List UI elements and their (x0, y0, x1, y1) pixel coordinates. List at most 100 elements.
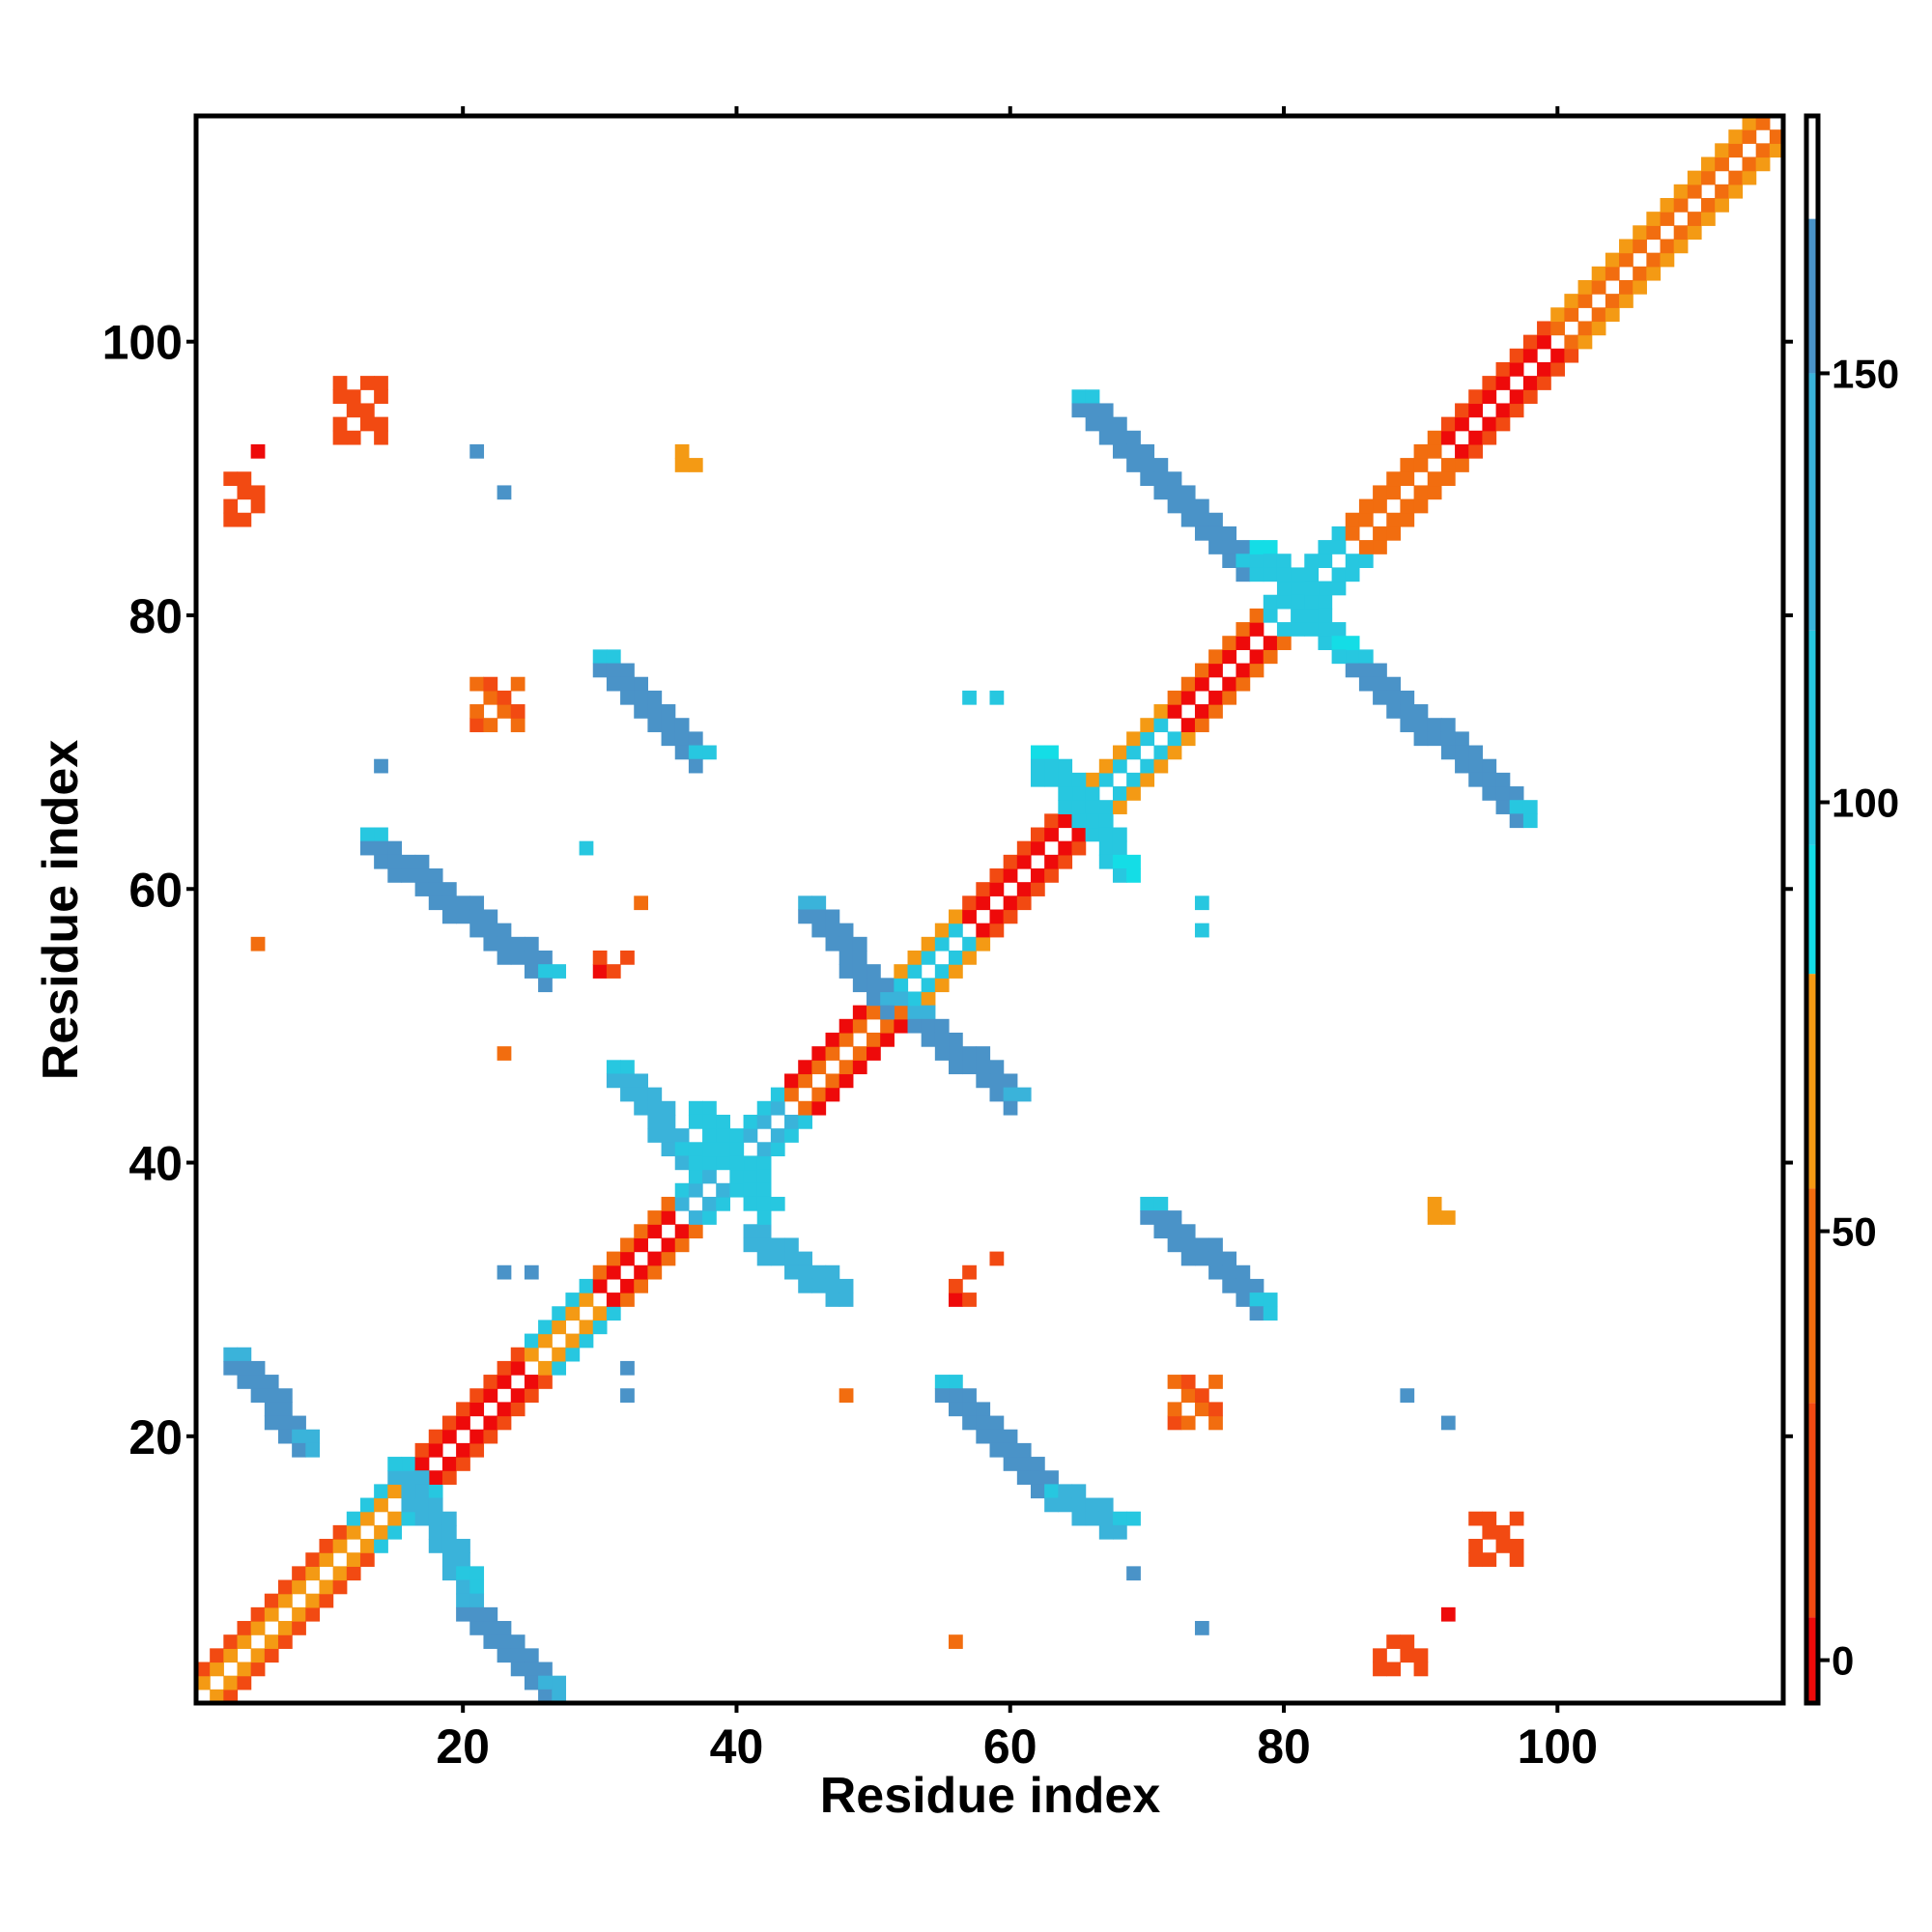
heatmap-cell (579, 1293, 594, 1307)
x-tick-label: 60 (983, 1719, 1037, 1774)
y-axis-label: Residue index (33, 740, 89, 1081)
heatmap-cell (1140, 471, 1155, 487)
heatmap-cell (1194, 498, 1209, 514)
colorbar-band (1806, 630, 1818, 845)
heatmap-cell (1044, 854, 1059, 869)
heatmap-cell (414, 1511, 430, 1526)
heatmap-cell (976, 1060, 991, 1075)
heatmap-cell (1263, 608, 1278, 623)
heatmap-cell (1126, 458, 1141, 472)
heatmap-cell (1564, 307, 1579, 323)
heatmap-cell (1331, 622, 1347, 637)
heatmap-cell (1660, 252, 1675, 268)
heatmap-cell (441, 882, 457, 896)
heatmap-cell (1003, 1442, 1018, 1458)
heatmap-cell (428, 1442, 443, 1458)
heatmap-cell (1331, 540, 1347, 554)
heatmap-cell (1058, 800, 1073, 814)
heatmap-cell (401, 868, 416, 883)
heatmap-cell (1482, 1524, 1497, 1540)
heatmap-cell (510, 676, 526, 692)
heatmap-cell (1140, 718, 1155, 732)
heatmap-cell (1085, 1497, 1100, 1513)
heatmap-cell (1208, 1264, 1223, 1280)
heatmap-cell (949, 1293, 963, 1307)
heatmap-cell (1098, 416, 1114, 432)
heatmap-cell (1167, 485, 1182, 500)
heatmap-cell (743, 1182, 758, 1198)
heatmap-cell (1400, 458, 1415, 472)
heatmap-cell (716, 1114, 730, 1129)
heatmap-cell (565, 1306, 581, 1321)
heatmap-cell (1153, 1224, 1169, 1239)
heatmap-cell (441, 1457, 457, 1471)
heatmap-cell (989, 909, 1005, 924)
heatmap-cell (962, 1388, 977, 1403)
heatmap-cell (1016, 1457, 1032, 1471)
heatmap-cell (825, 1293, 840, 1307)
heatmap-cell (867, 1046, 881, 1061)
heatmap-cell (1276, 622, 1292, 637)
heatmap-cell (921, 991, 936, 1007)
heatmap-cell (359, 840, 375, 856)
heatmap-cell (497, 1621, 512, 1635)
heatmap-cell (1044, 1497, 1059, 1513)
heatmap-cell (1003, 1087, 1018, 1102)
heatmap-cell (1071, 772, 1087, 787)
heatmap-cell (497, 1046, 512, 1061)
heatmap-cell (1249, 649, 1264, 665)
heatmap-cell (949, 1032, 963, 1047)
heatmap-cell (1291, 608, 1305, 623)
heatmap-cell (1386, 1662, 1402, 1677)
heatmap-cell (441, 909, 457, 924)
heatmap-cell (332, 1566, 348, 1581)
heatmap-cell (825, 1073, 840, 1089)
heatmap-cell (538, 964, 553, 979)
heatmap-cell (838, 923, 854, 938)
heatmap-cell (1222, 649, 1237, 665)
heatmap-cell (1180, 498, 1196, 514)
heatmap-cell (606, 676, 621, 692)
heatmap-cell (620, 690, 635, 705)
heatmap-cell (1413, 718, 1429, 732)
heatmap-cell (702, 1114, 717, 1129)
heatmap-cell (1098, 1497, 1114, 1513)
heatmap-cell (1236, 622, 1251, 637)
heatmap-cell (852, 950, 867, 965)
x-tick-label: 40 (710, 1719, 764, 1774)
heatmap-cell (1495, 361, 1511, 377)
heatmap-cell (428, 895, 443, 911)
heatmap-cell (237, 1347, 252, 1362)
heatmap-cell (332, 389, 348, 405)
heatmap-cell (510, 1388, 526, 1403)
heatmap-cell (1468, 1552, 1483, 1567)
heatmap-cell (441, 1470, 457, 1485)
heatmap-cell (620, 1388, 635, 1403)
heatmap-cell (1180, 1237, 1196, 1253)
heatmap-cell (962, 690, 977, 705)
heatmap-cell (497, 1634, 512, 1649)
heatmap-cell (1577, 279, 1593, 295)
heatmap-cell (1440, 458, 1456, 472)
heatmap-cell (1194, 676, 1209, 692)
heatmap-cell (319, 1579, 334, 1595)
heatmap-cell (934, 964, 950, 979)
heatmap-cell (1044, 758, 1059, 774)
heatmap-cell (756, 1114, 772, 1129)
heatmap-cell (634, 895, 648, 911)
heatmap-cell (524, 964, 539, 979)
heatmap-cell (210, 1648, 224, 1663)
heatmap-cell (1769, 143, 1784, 158)
heatmap-cell (1003, 1429, 1018, 1444)
heatmap-cell (989, 1087, 1005, 1102)
heatmap-cell (223, 1689, 239, 1704)
heatmap-cell (1085, 416, 1100, 432)
heatmap-cell (1153, 704, 1169, 719)
heatmap-cell (894, 991, 909, 1007)
heatmap-cell (497, 1648, 512, 1663)
heatmap-cell (688, 758, 703, 774)
heatmap-cell (647, 1224, 663, 1239)
heatmap-cell (456, 1566, 470, 1581)
heatmap-cell (1030, 827, 1045, 842)
heatmap-cell (989, 1442, 1005, 1458)
